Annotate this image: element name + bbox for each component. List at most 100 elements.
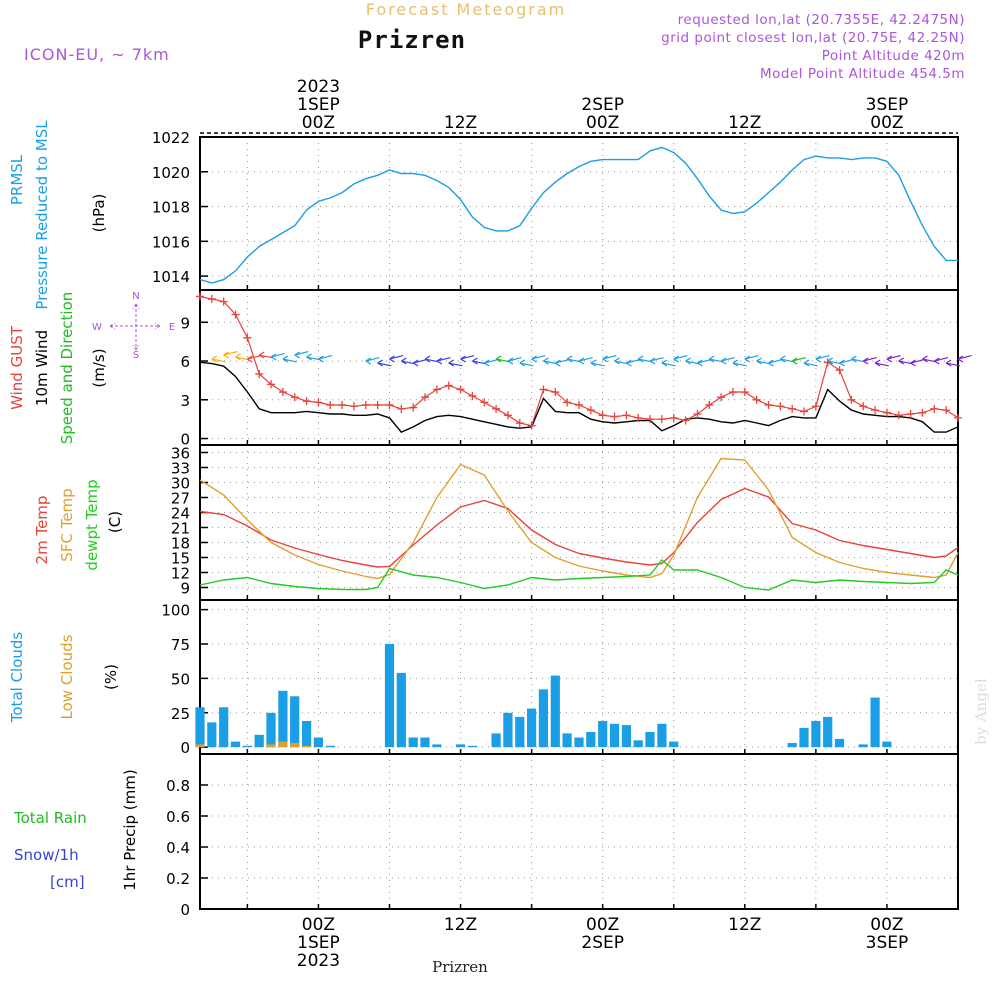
gust-marker	[882, 408, 891, 417]
wind-direction-arrow	[957, 354, 972, 360]
compass-west: W	[92, 322, 102, 333]
gust-marker	[705, 400, 714, 409]
y-tick-label: 100	[161, 602, 190, 620]
y-tick-label: 1022	[152, 129, 190, 147]
y-tick-label: 15	[171, 550, 190, 568]
total-cloud-bar	[290, 696, 300, 748]
top-date-label: 3SEP	[866, 95, 909, 115]
gust-marker	[373, 400, 382, 409]
top-date-label: 2023	[297, 77, 340, 97]
total-cloud-bar	[811, 721, 821, 748]
gust-marker	[267, 380, 276, 389]
arrow-head	[247, 355, 253, 363]
arrow-head	[673, 355, 680, 363]
gust-marker	[657, 415, 666, 424]
footer-location: Prizren	[432, 958, 488, 976]
arrow-head	[258, 351, 265, 359]
gust-marker	[669, 413, 678, 422]
total-cloud-bar	[384, 644, 395, 748]
y-tick-label: 12	[171, 565, 190, 583]
gust-marker	[456, 385, 465, 394]
gust-label: Wind GUST	[8, 325, 26, 410]
wind-direction-arrow	[259, 354, 274, 359]
wind-direction-arrow	[377, 362, 392, 367]
wind-label: 10m Wind	[33, 330, 51, 406]
panel-frame	[199, 599, 959, 755]
wind-direction-arrow	[318, 354, 333, 360]
gust-marker	[444, 381, 453, 390]
arrow-head	[472, 357, 478, 365]
y-tick-label: 0.6	[166, 808, 190, 826]
wind-direction-arrow	[922, 358, 937, 363]
arrow-head	[803, 359, 810, 367]
wind-direction-arrow	[413, 358, 427, 364]
total-cloud-bar	[455, 744, 466, 748]
y-tick-label: 1018	[152, 199, 190, 217]
gust-marker	[349, 402, 358, 411]
wind-direction-arrow	[946, 362, 960, 367]
total-cloud-bar	[408, 737, 418, 748]
wind-direction-arrow	[247, 354, 262, 360]
gust-marker	[302, 397, 311, 406]
arrow-head	[223, 351, 229, 359]
y-tick-label: 0	[180, 901, 190, 919]
wind-direction-arrow	[673, 354, 688, 360]
prmsl-desc-label: Pressure Reduced to MSL	[33, 120, 51, 310]
arrow-head	[389, 355, 395, 363]
arrow-head	[720, 357, 727, 365]
wind-direction-arrow	[934, 356, 949, 362]
wind-direction-arrow	[851, 358, 866, 363]
wind-direction-arrow	[815, 354, 830, 360]
bottom-date-label: 3SEP	[866, 933, 909, 953]
wind-direction-arrow	[223, 350, 238, 356]
y-tick-label: 27	[171, 490, 190, 508]
wind-direction-arrow	[306, 356, 321, 361]
total-cloud-bar	[882, 741, 892, 748]
low-clouds-label: Low Clouds	[58, 634, 76, 719]
y-tick-label: 25	[171, 705, 190, 723]
gust-marker	[717, 393, 726, 402]
bottom-date-label: 00Z	[586, 915, 619, 935]
y-tick-label: 3	[180, 392, 190, 410]
gust-marker	[752, 395, 761, 404]
requested-coords: requested lon,lat (20.7355E, 42.2475N)	[678, 12, 965, 28]
gust-marker	[480, 398, 489, 407]
arrow-head	[460, 355, 466, 363]
arrow-head	[566, 355, 573, 363]
gust-marker	[800, 407, 809, 416]
wind-direction-arrow	[780, 358, 795, 363]
arrow-head	[649, 357, 656, 365]
wind-speed-line	[199, 361, 959, 433]
prmsl-unit-label: (hPa)	[90, 194, 108, 233]
arrow-head	[791, 357, 798, 365]
bottom-date-label: 2023	[297, 951, 340, 971]
wind-direction-arrow	[294, 350, 309, 356]
wind-direction-arrow	[709, 358, 724, 363]
total-cloud-bar	[550, 675, 560, 748]
gust-marker	[681, 416, 690, 425]
direction-label: Speed and Direction	[58, 292, 76, 445]
t2m-label: 2m Temp	[33, 496, 51, 565]
total-cloud-bar	[834, 738, 845, 748]
arrow-head	[910, 359, 916, 367]
temp-line-0	[199, 487, 959, 568]
panel-0: 1014 1016 1018 1020 1022 PRMSL Pressure Reduce…	[8, 120, 959, 310]
wind-direction-arrow	[448, 362, 463, 367]
gust-marker	[598, 411, 607, 420]
total-cloud-bar	[609, 723, 620, 748]
total-cloud-bar	[254, 734, 264, 748]
wind-direction-arrow	[910, 358, 925, 364]
total-cloud-bar	[302, 721, 312, 748]
low-cloud-bar	[278, 741, 288, 748]
arrow-head	[768, 359, 774, 367]
arrow-head	[507, 357, 514, 365]
bottom-date-label: 12Z	[444, 915, 477, 935]
credit-watermark: by Angel	[972, 678, 990, 745]
bottom-date-label: 00Z	[870, 915, 903, 935]
wind-direction-arrow	[270, 352, 285, 358]
grid-point-coords: grid point closest lon,lat (20.75E, 42.2…	[661, 30, 965, 46]
y-tick-label: 9	[180, 580, 190, 598]
y-tick-label: 36	[171, 445, 190, 463]
